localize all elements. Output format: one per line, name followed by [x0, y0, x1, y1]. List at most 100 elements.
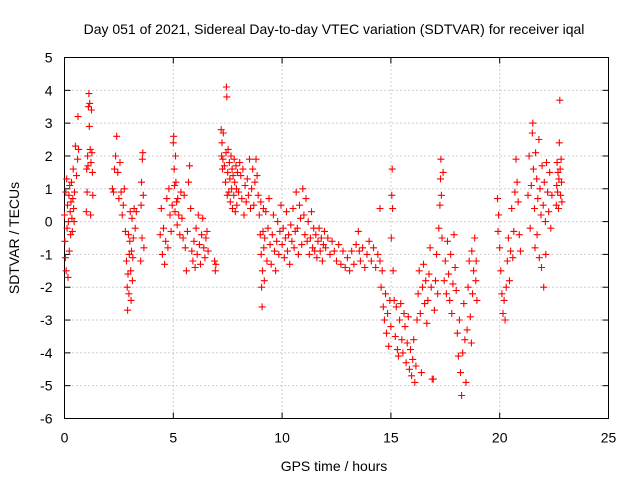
- data-point-marker: [531, 205, 538, 212]
- x-tick-label: 10: [274, 430, 290, 446]
- data-point-marker: [534, 195, 542, 203]
- data-point-marker: [223, 191, 231, 199]
- data-point-marker: [212, 260, 220, 268]
- data-point-marker: [370, 244, 377, 252]
- data-point-marker: [304, 218, 312, 226]
- data-point-marker: [527, 182, 535, 189]
- data-point-marker: [287, 221, 295, 229]
- data-point-marker: [138, 178, 145, 186]
- data-point-marker: [396, 316, 404, 324]
- data-point-marker: [286, 260, 294, 268]
- data-point-marker: [398, 336, 406, 344]
- data-point-marker: [180, 191, 188, 199]
- data-point-marker: [137, 201, 145, 209]
- data-point-marker: [123, 283, 131, 291]
- data-point-marker: [181, 244, 189, 252]
- data-point-marker: [219, 129, 227, 137]
- data-point-marker: [263, 257, 271, 265]
- data-point-marker: [277, 201, 285, 209]
- data-point-marker: [553, 159, 561, 166]
- data-point-marker: [198, 231, 206, 239]
- data-point-marker: [228, 165, 236, 173]
- data-point-marker: [441, 257, 449, 265]
- data-point-marker: [445, 270, 453, 278]
- data-point-marker: [317, 234, 325, 242]
- data-point-marker: [249, 165, 257, 173]
- data-point-marker: [316, 247, 324, 255]
- data-point-marker: [542, 250, 550, 258]
- data-point-marker: [533, 175, 541, 183]
- data-point-marker: [204, 247, 212, 255]
- data-point-marker: [67, 198, 75, 206]
- data-point-marker: [410, 336, 418, 344]
- data-point-marker: [110, 188, 117, 196]
- data-point-marker: [273, 237, 281, 245]
- data-point-marker: [178, 214, 186, 222]
- data-point-marker: [257, 250, 265, 258]
- data-point-marker: [162, 237, 170, 245]
- data-point-marker: [548, 191, 556, 199]
- data-point-marker: [533, 231, 541, 239]
- data-point-marker: [472, 277, 480, 285]
- data-point-marker: [459, 349, 467, 357]
- data-point-marker: [61, 237, 69, 245]
- data-point-marker: [390, 296, 398, 304]
- data-point-marker: [87, 211, 95, 219]
- y-tick-label: -2: [40, 279, 53, 295]
- data-point-marker: [179, 234, 187, 242]
- data-point-marker: [464, 283, 472, 291]
- data-point-marker: [499, 310, 507, 317]
- y-tick-label: 2: [45, 148, 53, 164]
- chart-title: Day 051 of 2021, Sidereal Day-to-day VTE…: [84, 21, 585, 37]
- data-point-marker: [384, 310, 392, 317]
- data-point-marker: [558, 178, 565, 186]
- data-point-marker: [470, 267, 478, 275]
- data-point-marker: [538, 162, 546, 170]
- data-point-marker: [423, 319, 431, 327]
- data-point-marker: [315, 224, 323, 232]
- data-point-marker: [89, 191, 97, 199]
- data-point-marker: [88, 106, 95, 114]
- data-point-marker: [84, 103, 92, 111]
- data-point-marker: [231, 178, 239, 186]
- y-tick-label: 3: [45, 115, 53, 131]
- data-point-marker: [326, 250, 334, 258]
- data-point-marker: [191, 264, 199, 271]
- data-point-marker: [231, 208, 239, 216]
- data-point-marker: [495, 211, 503, 219]
- data-point-marker: [511, 188, 519, 196]
- data-point-marker: [407, 346, 414, 354]
- data-point-marker: [324, 234, 332, 242]
- x-tick-label: 0: [61, 430, 69, 446]
- data-point-marker: [393, 346, 401, 354]
- data-point-marker: [254, 191, 262, 199]
- data-point-marker: [507, 247, 515, 255]
- data-point-marker: [429, 375, 437, 383]
- data-point-marker: [244, 191, 252, 199]
- data-point-marker: [276, 227, 284, 235]
- data-point-marker: [378, 267, 386, 275]
- data-point-marker: [279, 224, 287, 232]
- data-point-marker: [211, 257, 219, 265]
- data-point-marker: [294, 250, 302, 258]
- data-point-marker: [235, 188, 243, 196]
- data-point-marker: [211, 267, 219, 275]
- x-tick-label: 25: [601, 430, 617, 446]
- data-point-marker: [129, 254, 137, 262]
- x-axis-label: GPS time / hours: [281, 458, 388, 474]
- data-point-marker: [466, 313, 474, 321]
- data-point-marker: [404, 313, 412, 321]
- data-point-marker: [66, 182, 74, 189]
- data-point-marker: [296, 201, 303, 209]
- data-point-marker: [359, 244, 367, 252]
- data-point-marker: [467, 339, 475, 347]
- data-point-marker: [201, 254, 209, 262]
- data-point-marker: [258, 283, 266, 291]
- data-point-marker: [118, 211, 126, 219]
- data-point-marker: [166, 211, 174, 219]
- data-point-marker: [382, 290, 389, 298]
- data-point-marker: [322, 244, 330, 252]
- data-point-marker: [85, 122, 93, 130]
- data-point-marker: [75, 145, 83, 153]
- axis-ticks: 0 5 10 15 20 25 -6 -5 -4 -3 -2 -1 0 1 2 3 4 5: [40, 50, 616, 446]
